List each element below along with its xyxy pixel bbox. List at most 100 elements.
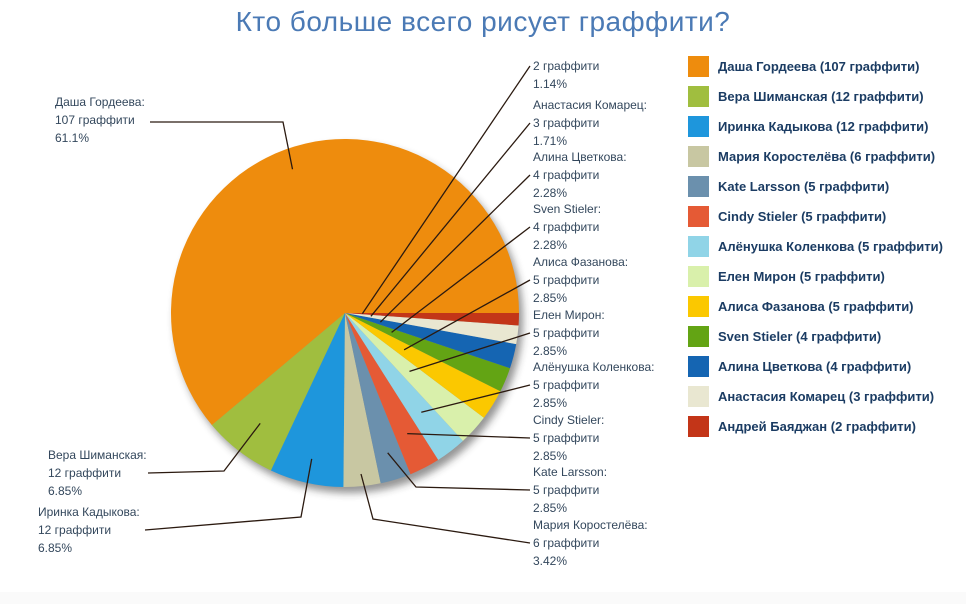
pie-slice[interactable]: [345, 313, 501, 418]
callout-label-line: Елен Мирон:: [533, 308, 605, 322]
callout-line: [370, 122, 531, 317]
callout-line: [361, 65, 531, 314]
callout-line: [421, 384, 531, 413]
pie-slice[interactable]: [345, 313, 484, 441]
legend-item[interactable]: Мария Коростелёва (6 граффити): [688, 146, 943, 167]
legend-item[interactable]: Sven Stieler (4 граффити): [688, 326, 943, 347]
pie-slice[interactable]: [343, 313, 381, 487]
legend-item-label: Андрей Баяджан (2 граффити): [718, 419, 916, 434]
pie-slice[interactable]: [211, 313, 345, 471]
callout-label: Cindy Stieler: 5 граффити 2.85%: [533, 411, 604, 465]
callout-label: Мария Коростелёва: 6 граффити 3.42%: [533, 516, 648, 570]
callout-label: Вера Шиманская: 12 граффити 6.85%: [48, 446, 147, 500]
legend-item-label: Иринка Кадыкова (12 граффити): [718, 119, 929, 134]
legend: Даша Гордеева (107 граффити) Вера Шиманск…: [688, 56, 943, 437]
callout-label-line: 12 граффити: [38, 523, 112, 537]
callout-label: Алина Цветкова: 4 граффити 2.28%: [533, 148, 627, 202]
legend-item-label: Kate Larsson (5 граффити): [718, 179, 890, 194]
legend-swatch-icon: [688, 386, 709, 407]
callout-label-line: Cindy Stieler:: [533, 413, 605, 427]
legend-item[interactable]: Анастасия Комарец (3 граффити): [688, 386, 943, 407]
callout-lines: [144, 65, 531, 544]
chart-title: Кто больше всего рисует граффити?: [235, 6, 731, 37]
callout-label-line: 5 граффити: [533, 326, 600, 340]
callout-label-line: 4 граффити: [533, 220, 600, 234]
callout-line: [387, 452, 531, 491]
callout-label-line: Алина Цветкова:: [533, 150, 627, 164]
pie-slice[interactable]: [345, 313, 517, 369]
legend-swatch-icon: [688, 176, 709, 197]
callout-label-line: Алёнушка Коленкова:: [533, 360, 655, 374]
legend-item[interactable]: Иринка Кадыкова (12 граффити): [688, 116, 943, 137]
callout-label-line: 1.71%: [533, 134, 568, 148]
callout-label-line: Вера Шиманская:: [48, 448, 147, 462]
pie-slice[interactable]: [345, 313, 510, 392]
callout-label-line: Анастасия Комарец:: [533, 98, 648, 112]
legend-item[interactable]: Даша Гордеева (107 граффити): [688, 56, 943, 77]
callout-label-line: 6 граффити: [533, 536, 600, 550]
legend-item-label: Елен Мирон (5 граффити): [718, 269, 885, 284]
callout-line: [379, 174, 531, 323]
callout-label-line: 61.1%: [55, 131, 90, 145]
callout-line: [147, 423, 261, 474]
legend-item[interactable]: Kate Larsson (5 граффити): [688, 176, 943, 197]
callout-label-line: Sven Stieler:: [533, 202, 602, 216]
callout-label: Иринка Кадыкова: 12 граффити 6.85%: [38, 503, 140, 557]
callout-label: 2 граффити 1.14%: [533, 57, 599, 93]
legend-item[interactable]: Cindy Stieler (5 граффити): [688, 206, 943, 227]
callout-label-line: 5 граффити: [533, 483, 600, 497]
pie-slice[interactable]: [270, 313, 345, 487]
callout-label: Елен Мирон: 5 граффити 2.85%: [533, 306, 605, 360]
legend-item-label: Анастасия Комарец (3 граффити): [718, 389, 935, 404]
callout-label-line: 12 граффити: [48, 466, 122, 480]
callout-label-line: 1.14%: [533, 77, 568, 91]
legend-item-label: Алина Цветкова (4 граффити): [718, 359, 912, 374]
callout-label-line: 4 граффити: [533, 168, 600, 182]
callout-label: Анастасия Комарец: 3 граффити 1.71%: [533, 96, 647, 150]
callout-label-line: Даша Гордеева:: [55, 95, 145, 109]
callout-label-line: 6.85%: [38, 541, 73, 555]
legend-item-label: Мария Коростелёва (6 граффити): [718, 149, 936, 164]
callout-line: [407, 432, 531, 439]
callout-label-line: 5 граффити: [533, 431, 600, 445]
callout-label-line: 2 граффити: [533, 59, 600, 73]
callout-label-line: 3 граффити: [533, 116, 600, 130]
legend-swatch-icon: [688, 86, 709, 107]
pie-slice[interactable]: [345, 313, 519, 326]
callout-line: [144, 458, 313, 531]
callout-line: [391, 226, 531, 333]
legend-swatch-icon: [688, 236, 709, 257]
legend-item[interactable]: Алина Цветкова (4 граффити): [688, 356, 943, 377]
callout-label-line: 5 граффити: [533, 378, 600, 392]
pie-slice[interactable]: [345, 313, 519, 345]
callout-label-line: 2.85%: [533, 449, 568, 463]
callout-line: [403, 279, 531, 351]
callout-line: [150, 121, 294, 170]
callout-label-line: 2.85%: [533, 396, 568, 410]
legend-swatch-icon: [688, 146, 709, 167]
callout-label-line: Kate Larsson:: [533, 465, 608, 479]
callout-label-line: Иринка Кадыкова:: [38, 505, 140, 519]
legend-swatch-icon: [688, 56, 709, 77]
pie-slice[interactable]: [345, 313, 463, 460]
callout-label-line: Алиса Фазанова:: [533, 255, 629, 269]
callout-label-line: 5 граффити: [533, 273, 600, 287]
pie-slice[interactable]: [345, 313, 411, 484]
legend-item-label: Алёнушка Коленкова (5 граффити): [718, 239, 943, 254]
callout-label-line: Мария Коростелёва:: [533, 518, 648, 532]
callout-label-line: 2.85%: [533, 501, 568, 515]
legend-swatch-icon: [688, 116, 709, 137]
legend-item[interactable]: Андрей Баяджан (2 граффити): [688, 416, 943, 437]
legend-swatch-icon: [688, 356, 709, 377]
legend-swatch-icon: [688, 266, 709, 287]
legend-swatch-icon: [688, 326, 709, 347]
callout-label: Kate Larsson: 5 граффити 2.85%: [533, 463, 607, 517]
legend-item[interactable]: Алёнушка Коленкова (5 граффити): [688, 236, 943, 257]
callout-label: Даша Гордеева: 107 граффити 61.1%: [55, 93, 145, 147]
legend-item[interactable]: Алиса Фазанова (5 граффити): [688, 296, 943, 317]
legend-item[interactable]: Елен Мирон (5 граффити): [688, 266, 943, 287]
legend-item[interactable]: Вера Шиманская (12 граффити): [688, 86, 943, 107]
callout-label-line: 107 граффити: [55, 113, 135, 127]
